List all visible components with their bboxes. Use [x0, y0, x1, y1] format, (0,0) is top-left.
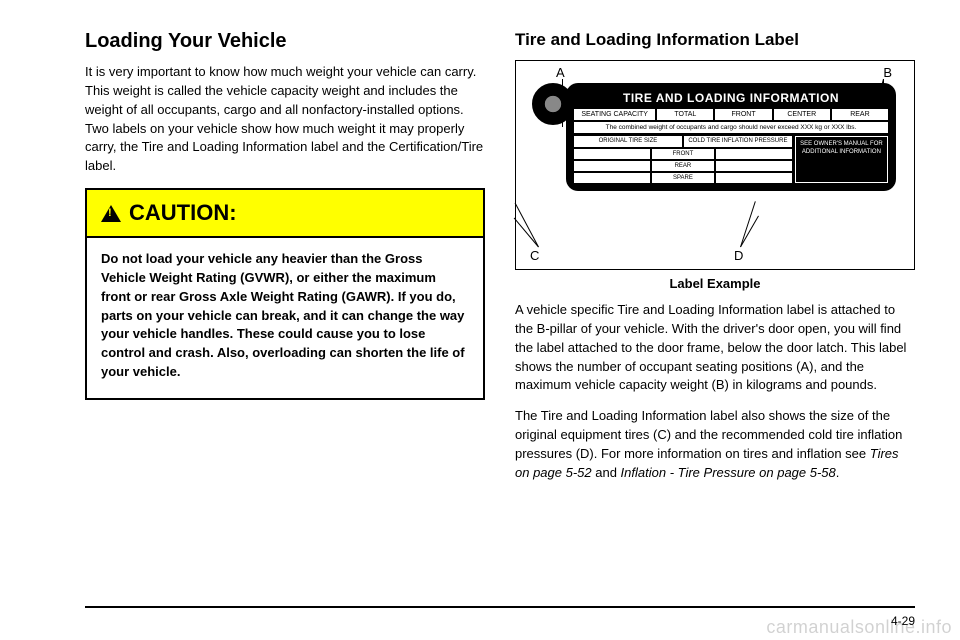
leader-line	[515, 203, 539, 248]
warning-triangle-icon	[101, 205, 121, 222]
col-header: COLD TIRE INFLATION PRESSURE	[684, 136, 792, 147]
tire-grid: ORIGINAL TIRE SIZE COLD TIRE INFLATION P…	[574, 136, 888, 183]
figure-caption: Label Example	[515, 276, 915, 291]
cell	[716, 173, 792, 183]
row-label: FRONT	[652, 149, 714, 159]
callout-d: D	[734, 248, 743, 263]
text: The Tire and Loading Information label a…	[515, 408, 902, 461]
weight-note: The combined weight of occupants and car…	[574, 122, 888, 133]
cell	[574, 161, 650, 171]
row-label: REAR	[652, 161, 714, 171]
cell: TOTAL	[657, 109, 713, 120]
cell	[716, 161, 792, 171]
seating-capacity-row: SEATING CAPACITY TOTAL FRONT CENTER REAR	[574, 109, 888, 120]
grid-headers: ORIGINAL TIRE SIZE COLD TIRE INFLATION P…	[574, 136, 792, 147]
grid-row: REAR	[574, 161, 792, 171]
cell: CENTER	[774, 109, 830, 120]
text: .	[836, 465, 840, 480]
cell: SEATING CAPACITY	[574, 109, 655, 120]
callout-a: A	[556, 65, 565, 80]
callout-c: C	[530, 248, 539, 263]
section-heading: Loading Your Vehicle	[85, 30, 485, 53]
owners-manual-box: SEE OWNER'S MANUAL FOR ADDITIONAL INFORM…	[795, 136, 888, 183]
grid-row: SPARE	[574, 173, 792, 183]
caution-body: Do not load your vehicle any heavier tha…	[87, 238, 483, 398]
right-column: Tire and Loading Information Label A B C…	[515, 30, 915, 495]
cell: REAR	[832, 109, 888, 120]
callout-b: B	[883, 65, 892, 80]
caution-header: CAUTION:	[87, 190, 483, 238]
caution-box: CAUTION: Do not load your vehicle any he…	[85, 188, 485, 400]
intro-paragraph: It is very important to know how much we…	[85, 63, 485, 176]
grid-rows: FRONT REAR SPARE	[574, 149, 792, 183]
placard-title: TIRE AND LOADING INFORMATION	[574, 89, 888, 109]
watermark: carmanualsonline.info	[766, 617, 952, 638]
footer-rule	[85, 606, 915, 608]
grid-left: ORIGINAL TIRE SIZE COLD TIRE INFLATION P…	[574, 136, 792, 183]
cell	[574, 173, 650, 183]
grid-row: FRONT	[574, 149, 792, 159]
text: and	[592, 465, 621, 480]
paragraph-2: The Tire and Loading Information label a…	[515, 407, 915, 482]
tire-placard: TIRE AND LOADING INFORMATION SEATING CAP…	[566, 83, 896, 191]
cell: FRONT	[715, 109, 771, 120]
left-column: Loading Your Vehicle It is very importan…	[85, 30, 485, 495]
caution-title: CAUTION:	[129, 200, 237, 226]
row-label: SPARE	[652, 173, 714, 183]
col-header: ORIGINAL TIRE SIZE	[574, 136, 682, 147]
subsection-heading: Tire and Loading Information Label	[515, 30, 915, 50]
cell	[574, 149, 650, 159]
page-content: Loading Your Vehicle It is very importan…	[0, 0, 960, 515]
label-figure: A B C D TIRE AND LOADING INFORMATION SEA…	[515, 60, 915, 270]
cell	[716, 149, 792, 159]
paragraph-1: A vehicle specific Tire and Loading Info…	[515, 301, 915, 395]
cross-reference: Inflation - Tire Pressure on page 5-58	[621, 465, 836, 480]
